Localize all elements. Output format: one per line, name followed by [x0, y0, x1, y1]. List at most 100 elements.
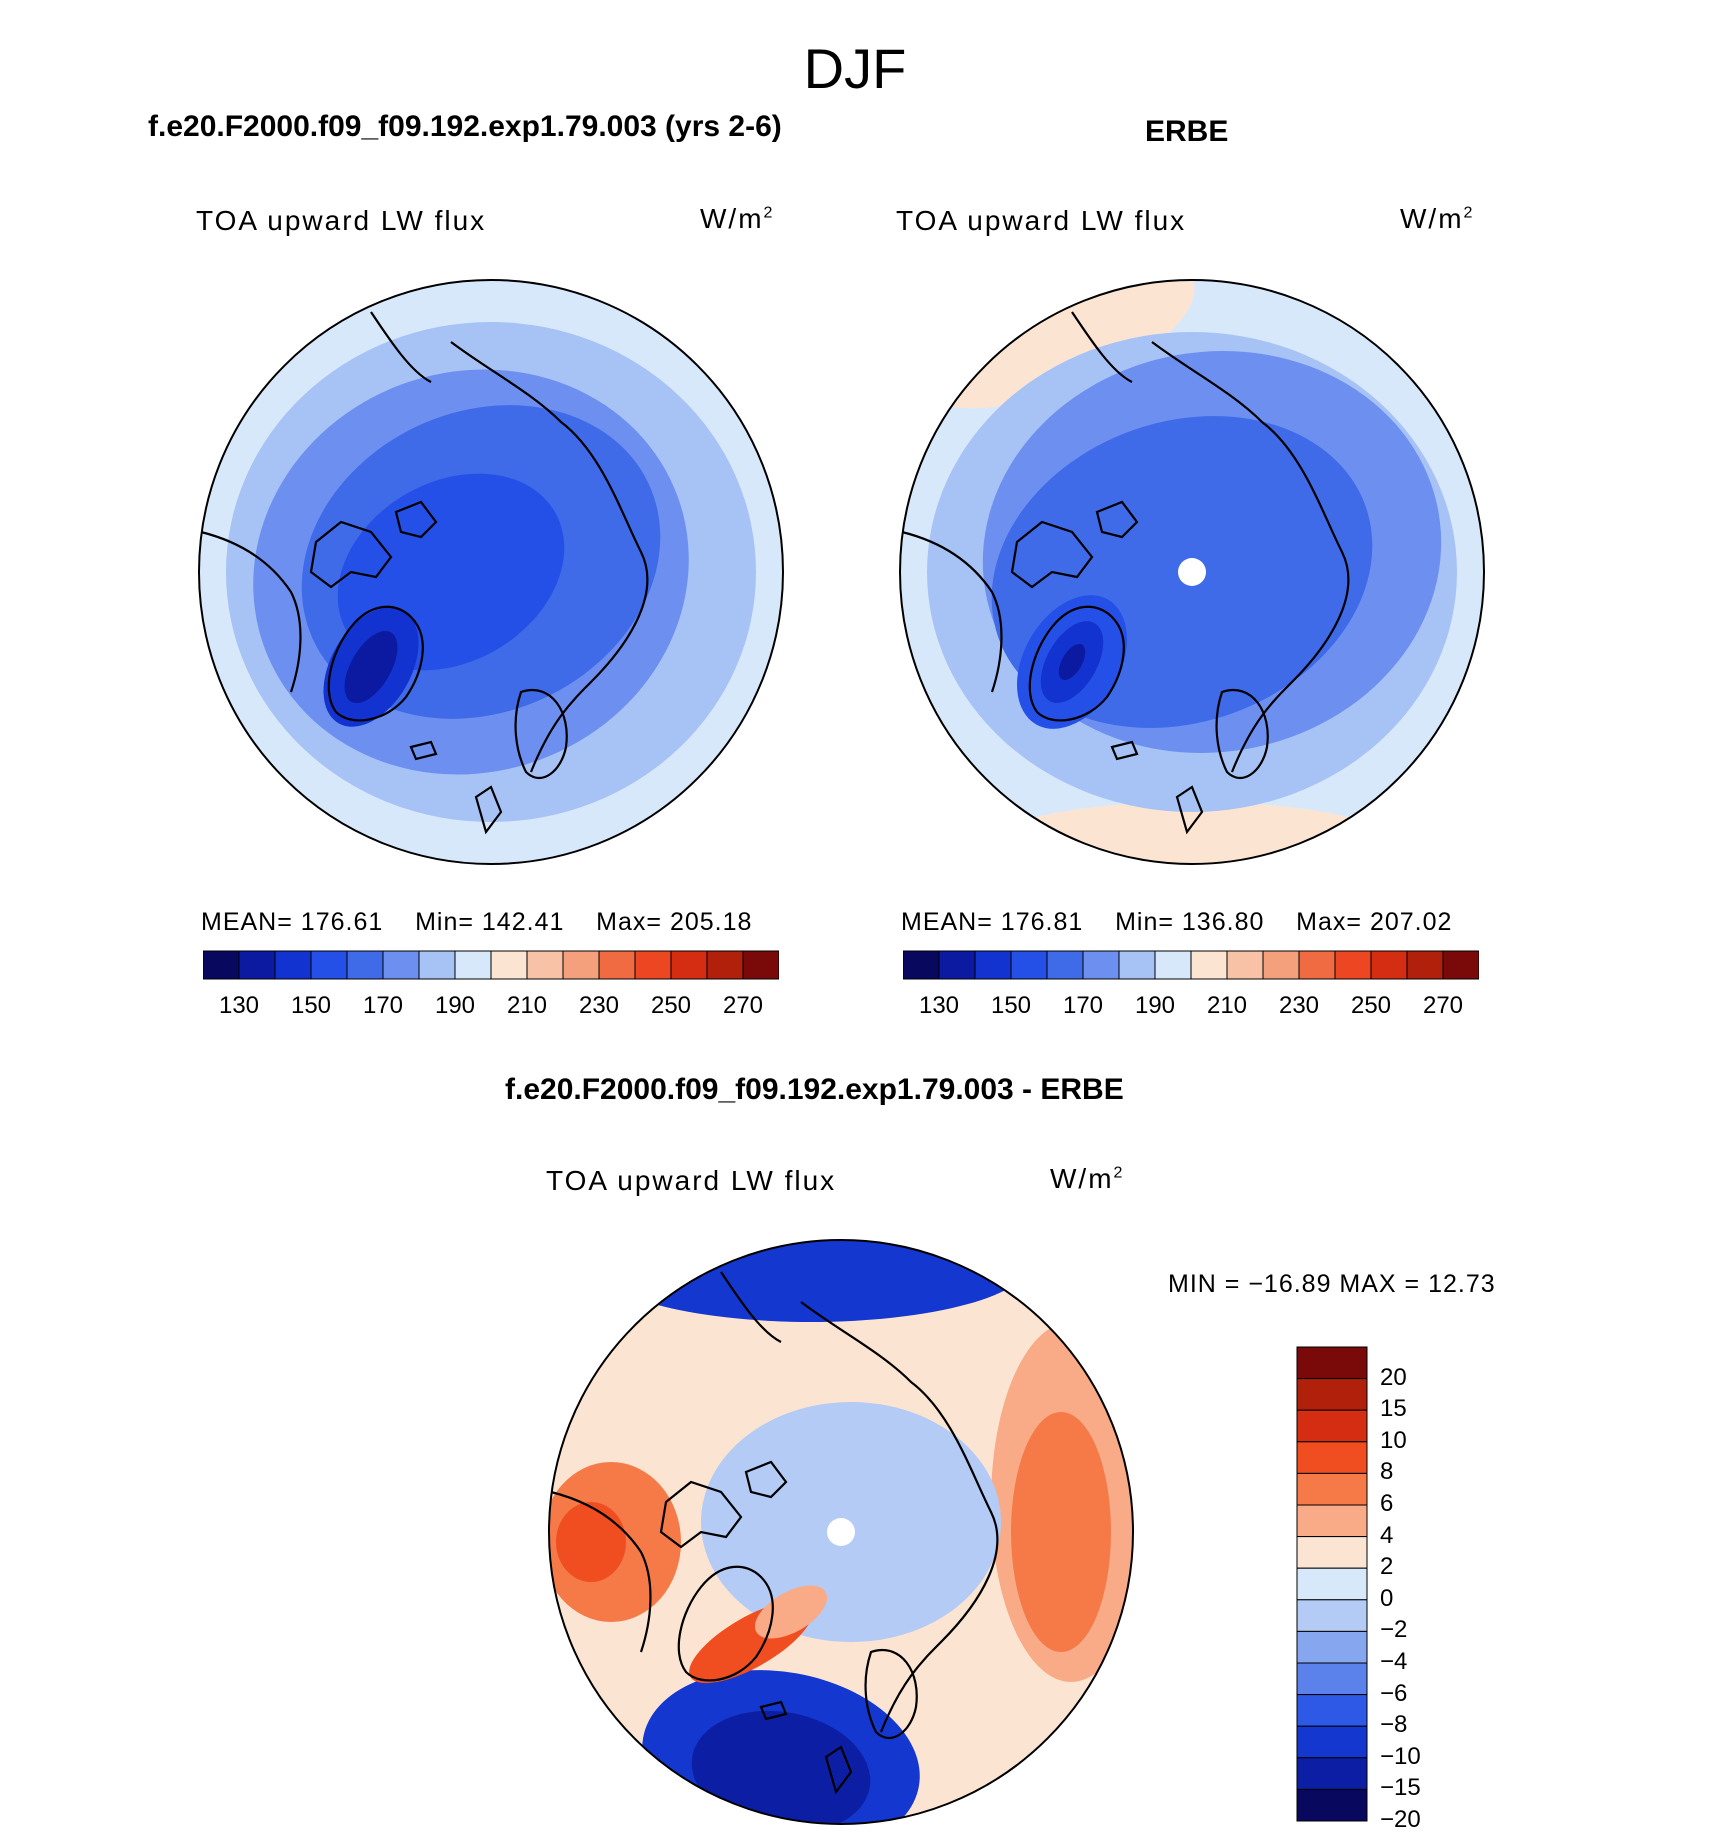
colorbar-tick-label: −20 — [1380, 1806, 1421, 1833]
colorbar-tick-label: 230 — [1278, 992, 1320, 1019]
colorbar-box — [526, 950, 564, 980]
coastline — [550, 1490, 652, 1653]
map-boundary — [899, 279, 1485, 865]
panel2-colorbar-ticks: 130 150 170 190 210 230 250 270 — [903, 992, 1479, 1022]
colorbar-box — [490, 950, 528, 980]
colorbar-tick-label: 250 — [1350, 992, 1392, 1019]
colorbar-box — [938, 950, 976, 980]
coastline — [744, 1460, 788, 1499]
colorbar-box — [1154, 950, 1192, 980]
panel1-title: f.e20.F2000.f09_f09.192.exp1.79.003 (yrs… — [148, 110, 782, 143]
colorbar-tick-label: −8 — [1380, 1711, 1408, 1739]
coastline — [864, 1649, 918, 1739]
colorbar-tick-label: 6 — [1380, 1490, 1394, 1517]
colorbar-box — [1406, 950, 1444, 980]
coastline — [1071, 311, 1133, 383]
contour-region — [1058, 643, 1086, 681]
pole-hole — [827, 1518, 855, 1546]
colorbar-box — [598, 950, 636, 980]
coastline — [800, 1301, 999, 1733]
colorbar-tick-label: 270 — [1422, 992, 1464, 1019]
colorbar-box — [1298, 950, 1336, 980]
colorbar-box — [1296, 1504, 1368, 1538]
colorbar-box — [346, 950, 384, 980]
colorbar-tick-label: 190 — [434, 992, 476, 1019]
colorbar-tick-label: 230 — [578, 992, 620, 1019]
panel1-units: W/m2 — [700, 203, 775, 234]
colorbar-box — [274, 950, 312, 980]
panel2-units: W/m2 — [1400, 203, 1475, 234]
colorbar-box — [634, 950, 672, 980]
colorbar-box — [238, 950, 276, 980]
coastline — [450, 341, 649, 773]
colorbar-box — [1296, 1599, 1368, 1632]
contour-region — [691, 1710, 871, 1824]
colorbar-tick-label: 170 — [1062, 992, 1104, 1019]
field-contours — [199, 280, 783, 864]
colorbar-tick-label: 210 — [506, 992, 548, 1019]
colorbar-box — [1046, 950, 1084, 980]
colorbar-tick-label: 270 — [722, 992, 764, 1019]
coastline — [1175, 785, 1204, 835]
colorbar-tick-label: 15 — [1380, 1395, 1407, 1423]
colorbar-box — [1010, 950, 1048, 980]
coastline — [370, 311, 432, 383]
colorbar-box — [670, 950, 708, 980]
colorbar-box — [382, 950, 420, 980]
coastline — [327, 605, 424, 722]
colorbar-box — [1226, 950, 1264, 980]
colorbar-box — [974, 950, 1012, 980]
contour-region — [344, 630, 398, 704]
colorbar-box — [454, 950, 492, 980]
panel2-colorbar — [903, 950, 1479, 980]
colorbar-box — [1296, 1409, 1368, 1443]
colorbar-box — [203, 950, 240, 980]
colorbar-tick-label: −4 — [1380, 1648, 1408, 1675]
colorbar-tick-label: 8 — [1380, 1458, 1394, 1486]
coastline — [720, 1271, 782, 1343]
colorbar-tick-label: 250 — [650, 992, 692, 1019]
colorbar-box — [1262, 950, 1300, 980]
pole-hole — [1178, 558, 1206, 586]
panel2-map[interactable] — [897, 277, 1487, 867]
colorbar-box — [1296, 1472, 1368, 1506]
colorbar-box — [1296, 1757, 1368, 1790]
colorbar-tick-label: 190 — [1134, 992, 1176, 1019]
colorbar-box — [1296, 1346, 1368, 1380]
colorbar-tick-label: −6 — [1380, 1679, 1408, 1707]
colorbar-tick-label: 10 — [1380, 1426, 1407, 1454]
coastline — [474, 785, 503, 835]
panel3-map[interactable] — [546, 1237, 1136, 1827]
map-boundary — [198, 279, 784, 865]
colorbar-box — [1334, 950, 1372, 980]
colorbar-box — [310, 950, 348, 980]
panel1-map[interactable] — [196, 277, 786, 867]
coastline — [824, 1745, 853, 1795]
contour-region — [1011, 1412, 1111, 1652]
coastline — [1028, 605, 1125, 722]
colorbar-box — [1296, 1694, 1368, 1727]
colorbar-tick-label: 0 — [1380, 1584, 1394, 1612]
coastline — [409, 740, 438, 761]
panel1-variable: TOA upward LW flux — [196, 205, 487, 236]
colorbar-tick-label: 130 — [918, 992, 960, 1019]
panel3-minmax: MIN = −16.89 MAX = 12.73 — [1168, 1270, 1496, 1298]
map-boundary — [548, 1239, 1134, 1825]
colorbar-box — [1296, 1630, 1368, 1664]
colorbar-box — [418, 950, 456, 980]
coastlines — [901, 311, 1350, 835]
colorbar-box — [1296, 1788, 1368, 1822]
contour-region — [556, 1502, 626, 1582]
coastline — [677, 1565, 774, 1682]
coastline — [1215, 689, 1269, 779]
colorbar-box — [706, 950, 744, 980]
colorbar-tick-label: 20 — [1380, 1363, 1407, 1391]
colorbar-box — [562, 950, 600, 980]
coastline — [901, 530, 1003, 693]
colorbar-box — [1082, 950, 1120, 980]
panel1-colorbar — [203, 950, 779, 980]
colorbar-box — [1442, 950, 1479, 980]
colorbar-tick-label: 2 — [1380, 1553, 1394, 1581]
coastline — [659, 1480, 743, 1549]
colorbar-box — [742, 950, 779, 980]
